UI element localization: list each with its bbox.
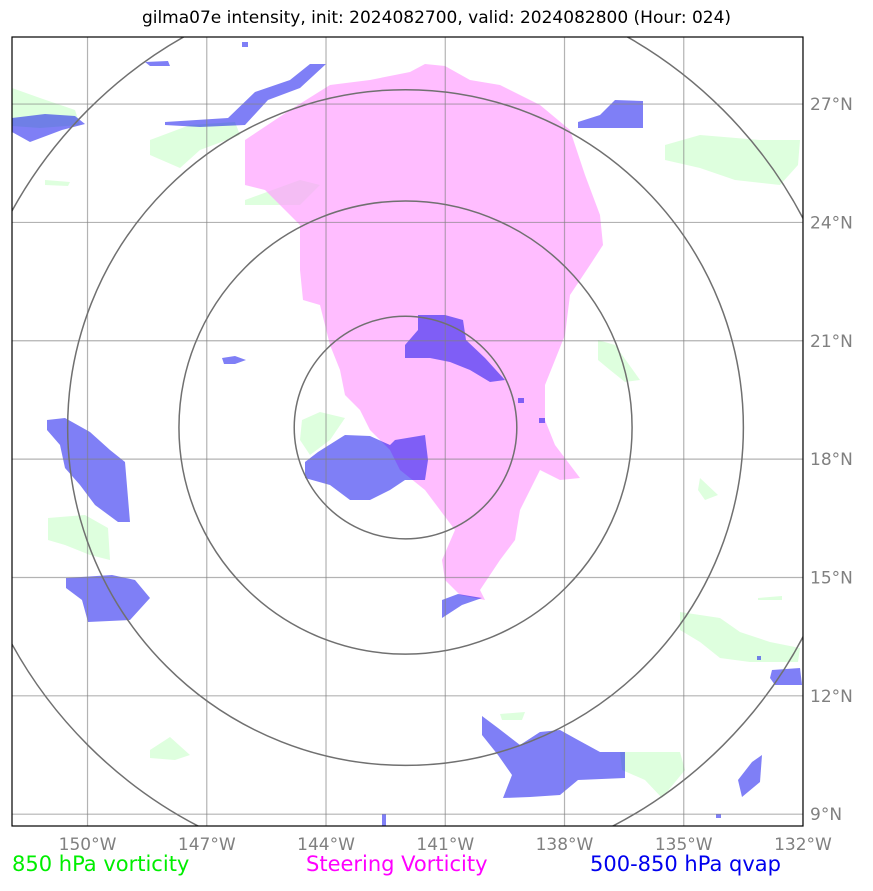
vort850-patch	[45, 180, 70, 186]
qvap-patch	[539, 418, 545, 423]
latitude-tick-label: 9°N	[810, 805, 842, 825]
vort850-patch	[150, 122, 240, 168]
qvap-patch	[482, 716, 625, 798]
longitude-tick-label: 147°W	[178, 835, 236, 855]
vort850-patch	[48, 515, 110, 560]
latitude-tick-label: 15°N	[810, 568, 853, 588]
latitude-tick-label: 12°N	[810, 687, 853, 707]
range-ring	[66, 88, 745, 767]
vort850-patch	[598, 340, 640, 382]
qvap-patch	[47, 418, 130, 522]
qvap-patch	[770, 668, 802, 685]
legend-850-vorticity: 850 hPa vorticity	[12, 852, 190, 876]
longitude-tick-label: 135°W	[655, 835, 713, 855]
range-ring	[293, 315, 518, 540]
qvap-patch	[716, 814, 721, 818]
qvap-patch	[757, 656, 761, 660]
longitude-tick-label: 150°W	[59, 835, 117, 855]
qvap-patch	[738, 755, 762, 797]
qvap-patch	[305, 435, 428, 500]
longitude-tick-label: 144°W	[297, 835, 355, 855]
legend-qvap: 500-850 hPa qvap	[590, 852, 781, 876]
vort850-patch	[300, 412, 345, 455]
longitude-tick-label: 132°W	[774, 835, 832, 855]
vort850-patch	[665, 135, 800, 185]
range-rings	[12, 37, 803, 826]
latitude-tick-label: 18°N	[810, 450, 853, 470]
vort850-patch	[500, 712, 525, 720]
qvap-patch	[165, 64, 326, 127]
qvap-patch	[442, 594, 482, 618]
vorticity-850-layer	[12, 88, 800, 798]
legend-steering-vorticity: Steering Vorticity	[306, 852, 488, 876]
longitude-tick-labels: 150°W 147°W 144°W 141°W 138°W 135°W 132°W	[59, 835, 832, 855]
latitude-tick-labels: 27°N 24°N 21°N 18°N 15°N 12°N 9°N	[810, 95, 853, 825]
qvap-patch	[518, 398, 524, 403]
qvap-patch	[145, 61, 170, 66]
latitude-tick-label: 27°N	[810, 95, 853, 115]
longitude-tick-label: 141°W	[416, 835, 474, 855]
vort850-patch	[698, 478, 718, 500]
plot-frame	[11, 36, 804, 827]
vort850-patch	[680, 612, 800, 662]
vort850-patch	[620, 752, 685, 798]
map-title: gilma07e intensity, init: 2024082700, va…	[141, 8, 732, 28]
range-ring	[178, 200, 633, 655]
vort850-patch	[758, 596, 782, 600]
qvap-patch	[382, 814, 386, 826]
latitude-tick-label: 24°N	[810, 213, 853, 233]
qvap-patch	[578, 100, 643, 128]
lat-lon-grid	[12, 37, 803, 826]
qvap-patch	[66, 575, 150, 622]
qvap-patch	[222, 356, 246, 364]
qvap-patch	[405, 315, 505, 382]
qvap-patch	[242, 42, 248, 47]
latitude-tick-label: 21°N	[810, 332, 853, 352]
qvap-patch	[12, 114, 85, 142]
vort850-patch	[150, 737, 190, 760]
longitude-tick-label: 138°W	[536, 835, 594, 855]
